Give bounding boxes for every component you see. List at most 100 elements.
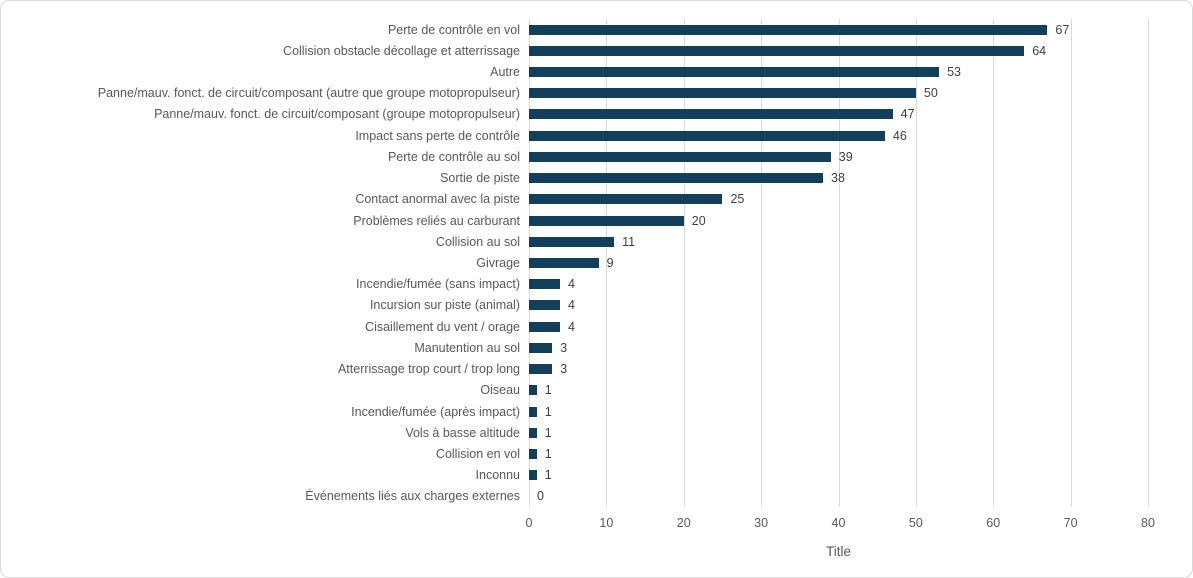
category-label: Collision en vol	[435, 446, 520, 461]
gridline	[993, 19, 995, 507]
bar-area: 3	[529, 359, 1148, 380]
category-label: Autre	[490, 65, 520, 80]
value-label: 25	[730, 192, 745, 207]
bar	[529, 385, 537, 396]
chart-row: Givrage 9	[1, 252, 1148, 273]
chart-row: Perte de contrôle au sol 39	[1, 146, 1148, 167]
value-label: 50	[923, 86, 938, 101]
bar-area: 38	[529, 168, 1148, 189]
value-label: 53	[947, 65, 961, 80]
bar-area: 1	[529, 401, 1148, 422]
x-tick-label: 30	[754, 516, 769, 530]
category-label: Incendie/fumée (sans impact)	[356, 277, 520, 292]
gridline	[1070, 19, 1072, 507]
value-label: 4	[567, 298, 575, 313]
category-label: Cisaillement du vent / orage	[365, 319, 520, 334]
bar-area: 4	[529, 316, 1148, 337]
bar	[529, 130, 885, 141]
chart-row: Sortie de piste 38	[1, 168, 1148, 189]
chart-row: Événements liés aux charges externes 0	[1, 486, 1148, 507]
bar	[529, 279, 560, 290]
x-tick-label: 60	[986, 516, 1001, 530]
category-label: Perte de contrôle en vol	[387, 22, 520, 37]
category-label: Givrage	[476, 256, 520, 271]
bar	[529, 88, 916, 99]
category-label: Incendie/fumée (après impact)	[351, 404, 520, 419]
value-label: 38	[831, 171, 845, 186]
value-label: 46	[892, 128, 907, 143]
gridline	[606, 19, 608, 507]
bar-area: 47	[529, 104, 1148, 125]
category-label: Panne/mauv. fonct. de circuit/composant …	[154, 107, 520, 122]
category-label: Collision obstacle décollage et atterris…	[283, 43, 520, 58]
bar-area: 53	[529, 61, 1148, 82]
bar	[529, 342, 553, 353]
category-label: Inconnu	[475, 468, 520, 483]
category-label: Impact sans perte de contrôle	[355, 128, 520, 143]
bar	[529, 215, 684, 226]
bar-area: 46	[529, 125, 1148, 146]
bar-area: 9	[529, 252, 1148, 273]
chart-row: Incendie/fumée (sans impact) 4	[1, 274, 1148, 295]
category-label: Incursion sur piste (animal)	[369, 298, 520, 313]
chart-row: Perte de contrôle en vol 67	[1, 19, 1148, 40]
bar	[529, 300, 560, 311]
bar	[529, 109, 893, 120]
chart-row: Incendie/fumée (après impact) 1	[1, 401, 1148, 422]
value-label: 39	[838, 149, 853, 164]
category-label: Événements liés aux charges externes	[305, 489, 520, 504]
category-label: Perte de contrôle au sol	[387, 149, 520, 164]
category-label: Atterrissage trop court / trop long	[337, 362, 520, 377]
gridline	[1148, 19, 1149, 507]
chart-row: Vols à basse altitude 1	[1, 422, 1148, 443]
bar	[529, 236, 615, 247]
bar-area: 1	[529, 422, 1148, 443]
bar	[529, 364, 553, 375]
value-label: 1	[544, 383, 552, 398]
chart-row: Manutention au sol 3	[1, 337, 1148, 358]
chart-row: Panne/mauv. fonct. de circuit/composant …	[1, 83, 1148, 104]
chart-row: Contact anormal avec la piste 25	[1, 189, 1148, 210]
bar-area: 1	[529, 443, 1148, 464]
bar-area: 25	[529, 189, 1148, 210]
bar-area: 50	[529, 83, 1148, 104]
chart-row: Problèmes reliés au carburant 20	[1, 210, 1148, 231]
gridline	[838, 19, 840, 507]
x-tick-label: 20	[676, 516, 691, 530]
chart-row: Collision en vol 1	[1, 443, 1148, 464]
bar-area: 1	[529, 380, 1148, 401]
bar	[529, 67, 940, 78]
bar	[529, 321, 560, 332]
category-label: Panne/mauv. fonct. de circuit/composant …	[97, 86, 520, 101]
value-label: 67	[1055, 22, 1070, 37]
chart-row: Collision obstacle décollage et atterris…	[1, 40, 1148, 61]
bar	[529, 173, 824, 184]
x-tick-label: 40	[831, 516, 846, 530]
value-label: 47	[900, 107, 915, 122]
category-label: Manutention au sol	[414, 340, 520, 355]
chart-row: Oiseau 1	[1, 380, 1148, 401]
bar	[529, 151, 831, 162]
value-label: 4	[567, 277, 575, 292]
category-label: Oiseau	[480, 383, 520, 398]
gridline	[915, 19, 917, 507]
chart-row: Cisaillement du vent / orage 4	[1, 316, 1148, 337]
category-label: Vols à basse altitude	[405, 425, 520, 440]
value-label: 11	[622, 234, 636, 249]
x-tick-label: 70	[1063, 516, 1078, 530]
value-label: 1	[544, 404, 552, 419]
bar	[529, 470, 537, 481]
chart-row: Incursion sur piste (animal) 4	[1, 295, 1148, 316]
bar	[529, 406, 537, 417]
category-label: Contact anormal avec la piste	[355, 192, 520, 207]
bar-area: 4	[529, 295, 1148, 316]
category-label: Problèmes reliés au carburant	[353, 213, 520, 228]
value-label: 9	[606, 256, 614, 271]
value-label: 3	[560, 340, 568, 355]
chart-row: Impact sans perte de contrôle 46	[1, 125, 1148, 146]
x-axis-title: Title	[825, 544, 851, 559]
bar-area: 20	[529, 210, 1148, 231]
chart-row: Panne/mauv. fonct. de circuit/composant …	[1, 104, 1148, 125]
bar-area: 67	[529, 19, 1148, 40]
